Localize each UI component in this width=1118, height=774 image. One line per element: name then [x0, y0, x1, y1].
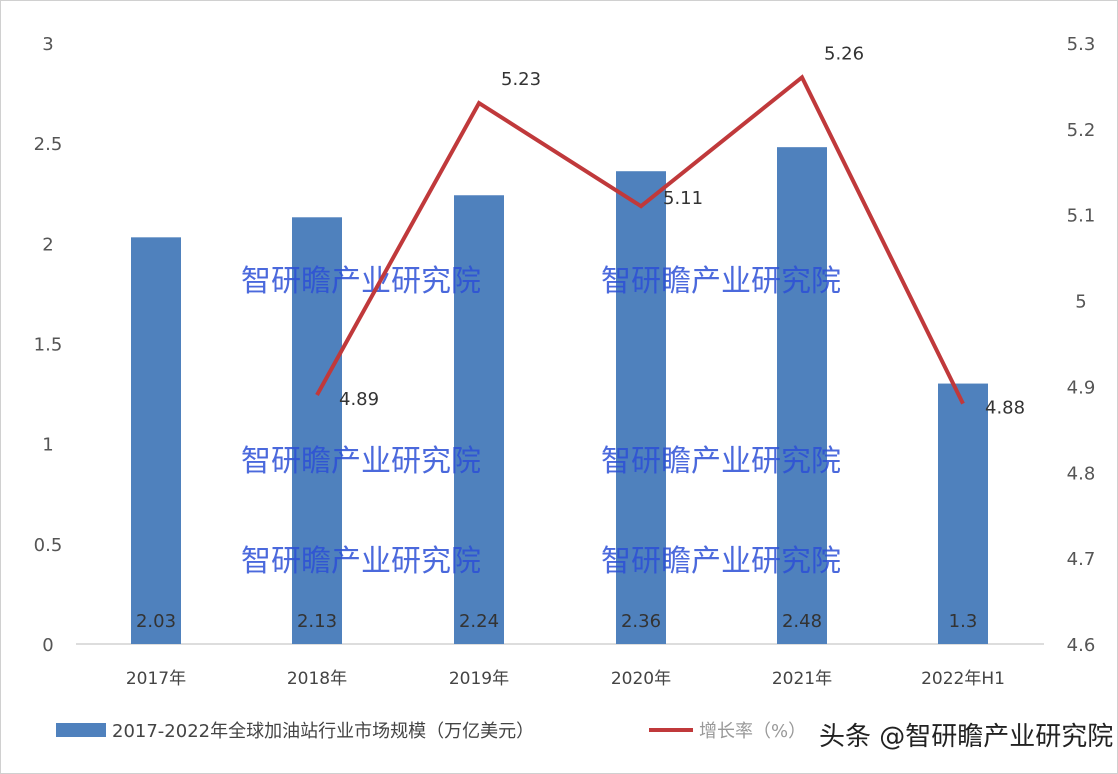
y-right-tick: 4.9 — [1067, 377, 1096, 398]
bar — [616, 171, 666, 645]
bar-label: 2.36 — [621, 611, 661, 632]
y-right-tick: 5.2 — [1067, 120, 1096, 141]
line-label: 5.26 — [824, 43, 864, 64]
y-right-tick: 4.7 — [1067, 549, 1096, 570]
y-left-tick: 0 — [42, 635, 53, 656]
bar — [938, 383, 988, 644]
y-right-tick: 5.1 — [1067, 206, 1096, 227]
y-right-tick: 4.6 — [1067, 635, 1096, 656]
line-label: 5.23 — [501, 69, 541, 90]
y-right-tick: 5 — [1075, 292, 1086, 313]
x-tick: 2021年 — [772, 669, 832, 689]
y-right-tick: 5.3 — [1067, 34, 1096, 55]
bar-label: 2.48 — [782, 611, 822, 632]
watermark: 智研瞻产业研究院 — [601, 544, 841, 579]
line-label: 4.89 — [339, 389, 379, 410]
bar — [131, 237, 181, 644]
y-right-tick: 4.8 — [1067, 463, 1096, 484]
y-left-tick: 2 — [42, 234, 53, 255]
watermark: 智研瞻产业研究院 — [601, 264, 841, 299]
x-tick: 2022年H1 — [921, 669, 1005, 689]
watermark: 智研瞻产业研究院 — [241, 264, 481, 299]
bar — [777, 147, 827, 644]
y-left-tick: 3 — [42, 34, 53, 55]
line-label: 4.88 — [985, 398, 1025, 419]
x-tick: 2020年 — [611, 669, 671, 689]
bar-label: 2.13 — [297, 611, 337, 632]
x-tick: 2018年 — [287, 669, 347, 689]
credit-text: 头条 @智研瞻产业研究院 — [819, 722, 1113, 752]
legend-bar-label: 2017-2022年全球加油站行业市场规模（万亿美元） — [112, 721, 534, 742]
x-tick: 2017年 — [126, 669, 186, 689]
bar — [454, 195, 504, 644]
bar — [292, 217, 342, 645]
y-left-tick: 2.5 — [34, 134, 63, 155]
legend-line-label: 增长率（%） — [699, 721, 806, 742]
watermark: 智研瞻产业研究院 — [241, 544, 481, 579]
y-left-tick: 1 — [42, 435, 53, 456]
y-left-tick: 1.5 — [34, 335, 63, 356]
bar-label: 2.24 — [459, 611, 499, 632]
growth-line — [315, 74, 965, 405]
bar-label: 2.03 — [136, 611, 176, 632]
y-left-tick: 0.5 — [34, 535, 63, 556]
legend-bar-swatch — [56, 723, 106, 737]
bar-label: 1.3 — [949, 611, 978, 632]
watermark: 智研瞻产业研究院 — [601, 444, 841, 479]
x-tick: 2019年 — [449, 669, 509, 689]
watermark: 智研瞻产业研究院 — [241, 444, 481, 479]
line-label: 5.11 — [663, 188, 703, 209]
